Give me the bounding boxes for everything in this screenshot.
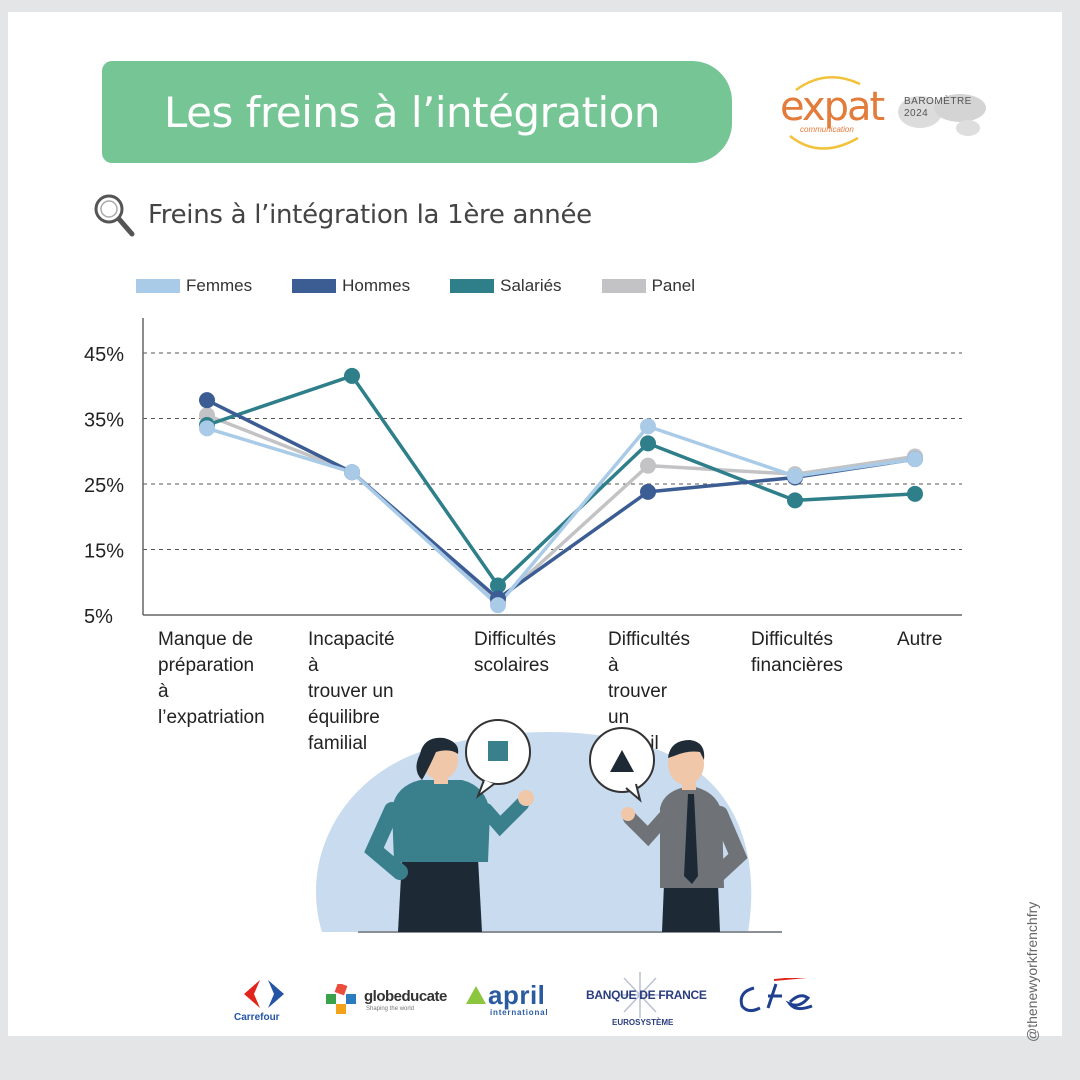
data-point-femmes-3 <box>640 418 656 435</box>
april-logo: april <box>488 980 546 1010</box>
world-map-icon <box>898 94 986 136</box>
legend-label-hommes: Hommes <box>342 276 411 295</box>
cfe-logo-icon <box>739 978 813 1013</box>
y-tick-label-5: 5% <box>84 606 113 628</box>
carrefour-logo: Carrefour <box>234 1012 280 1023</box>
y-tick-label-35: 35% <box>84 410 124 432</box>
watermark: @thenewyorkfrenchfry <box>1024 901 1040 1042</box>
data-point-salariés-4 <box>787 492 803 509</box>
data-point-hommes-3 <box>640 483 656 500</box>
data-point-femmes-2 <box>490 597 506 614</box>
carrefour-logo-icon <box>244 980 284 1008</box>
globeducate-logo: globeducate <box>364 988 447 1005</box>
y-tick-label-25: 25% <box>84 475 124 497</box>
chart-subtitle: Freins à l’intégration la 1ère année <box>148 200 592 230</box>
legend-swatch-femmes <box>136 279 180 293</box>
legend-label-panel: Panel <box>651 276 696 295</box>
april-logo-icon <box>466 986 486 1004</box>
data-point-salariés-1 <box>344 367 360 384</box>
expat-subtext: communication <box>800 125 854 134</box>
data-point-femmes-0 <box>199 420 215 437</box>
woman-figure <box>364 737 534 932</box>
globeducate-logo-icon <box>326 984 356 1014</box>
data-point-femmes-4 <box>787 468 803 485</box>
data-point-salariés-2 <box>490 577 506 594</box>
series-line-panel <box>206 413 916 604</box>
x-tick-label-0: Manque de préparation à l’expatriation <box>158 629 265 728</box>
legend-item-panel: Panel <box>601 276 696 296</box>
title-banner: Les freins à l’intégration <box>102 61 732 163</box>
data-point-salariés-5 <box>907 485 923 502</box>
triangle-icon <box>610 750 634 772</box>
x-tick-label-5: Autre <box>897 629 943 650</box>
series-line-femmes <box>206 424 916 607</box>
square-icon <box>488 741 508 761</box>
legend-item-hommes: Hommes <box>292 276 410 296</box>
expat-wordmark: expat <box>780 84 885 130</box>
legend-label-salaries: Salariés <box>500 276 562 295</box>
conversation-illustration <box>316 719 782 933</box>
legend-swatch-hommes <box>292 279 337 293</box>
x-tick-label-1: Incapacité à trouver un équilibre famili… <box>308 629 395 754</box>
x-tick-label-2: Difficultés scolaires <box>474 629 557 676</box>
expat-logo: expat communication <box>776 70 885 152</box>
barometre-label: BAROMÈTRE <box>904 96 972 107</box>
data-point-hommes-0 <box>199 392 215 409</box>
legend-item-femmes: Femmes <box>136 276 252 296</box>
y-tick-label-45: 45% <box>84 344 124 366</box>
chart-legend: Femmes Hommes Salariés Panel <box>136 276 735 296</box>
speech-bubble-right <box>589 727 655 803</box>
speech-bubble-left <box>465 719 531 799</box>
expat-swirl-icon <box>789 76 861 150</box>
chart-subtitle-row: Freins à l’intégration la 1ère année <box>92 192 592 238</box>
man-figure <box>621 740 748 932</box>
y-tick-label-15: 15% <box>84 541 124 563</box>
legend-swatch-panel <box>601 279 646 293</box>
legend-swatch-salaries <box>450 279 495 293</box>
legend-label-femmes: Femmes <box>186 276 253 295</box>
data-point-femmes-1 <box>344 464 360 481</box>
magnifier-icon <box>94 194 135 237</box>
bdf-emblem-icon <box>620 972 660 1018</box>
legend-item-salaries: Salariés <box>450 276 562 296</box>
banque-de-france-tagline: EUROSYSTÈME <box>612 1018 674 1027</box>
data-point-panel-3 <box>640 457 656 474</box>
data-point-femmes-5 <box>907 451 923 468</box>
barometre-text: BAROMÈTRE 2024 <box>904 96 972 120</box>
line-chart: 45% 35% 25% 15% 5% <box>84 318 962 628</box>
barometre-year: 2024 <box>904 108 929 119</box>
data-point-salariés-3 <box>640 435 656 452</box>
globeducate-tagline: Shaping the world <box>366 1006 415 1012</box>
barometre-badge: BAROMÈTRE 2024 <box>890 82 992 142</box>
x-tick-label-4: Difficultés financières <box>751 629 843 676</box>
page-title: Les freins à l’intégration <box>164 87 661 137</box>
april-tagline: international <box>490 1008 549 1017</box>
banque-de-france-logo: BANQUE DE FRANCE <box>586 988 707 1002</box>
